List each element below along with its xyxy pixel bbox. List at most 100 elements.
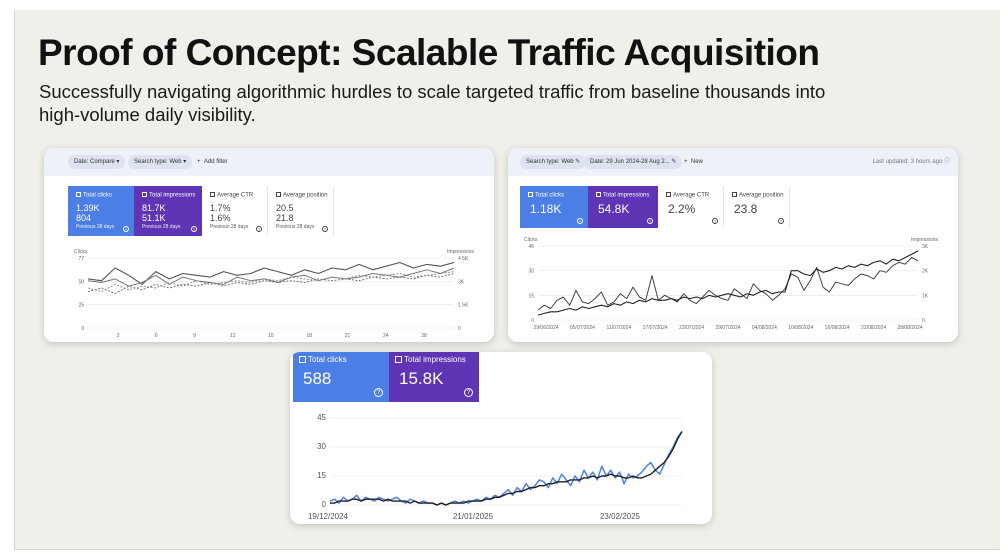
help-icon[interactable]: ? xyxy=(256,226,262,232)
help-icon[interactable]: ? xyxy=(374,388,383,397)
plus-icon: + xyxy=(197,159,201,165)
right-axis-title: Impressions xyxy=(911,237,938,243)
checkbox-icon xyxy=(666,192,671,197)
x-tick-label: 3 xyxy=(117,333,120,339)
y-tick-label: 77 xyxy=(78,256,84,262)
x-tick-label: 04/08/2024 xyxy=(752,325,777,331)
series-line-2 xyxy=(537,250,919,316)
y-right-tick-label: 3K xyxy=(458,279,465,285)
x-tick-label: 9 xyxy=(193,333,196,339)
help-icon[interactable]: ? xyxy=(577,218,583,224)
y-right-tick-label: 4.5K xyxy=(458,256,469,262)
x-tick-label: 28 xyxy=(421,333,427,339)
y-right-tick-label: 3K xyxy=(922,244,929,250)
tile-average-ctr[interactable]: Average CTR 2.2% ? xyxy=(658,186,724,228)
series-line-1 xyxy=(537,257,919,311)
y-tick-label: 0 xyxy=(322,500,327,509)
x-tick-label: 23/07/2024 xyxy=(679,325,704,331)
y-tick-label: 0 xyxy=(81,326,84,332)
x-tick-label: 29/06/2024 xyxy=(533,325,558,331)
tile-average-position[interactable]: Average position 20.5 21.8 Previous 28 d… xyxy=(268,186,334,236)
checkbox-icon xyxy=(210,192,215,197)
x-tick-label: 15 xyxy=(268,333,274,339)
checkbox-icon xyxy=(596,192,601,197)
x-tick-label: 11/07/2024 xyxy=(606,325,631,331)
filter-toolbar: Date: Compare ▾ Search type: Web ▾ + Add… xyxy=(44,148,494,176)
y-right-tick-label: 0 xyxy=(922,318,925,324)
x-tick-label: 21 xyxy=(345,333,351,339)
y-tick-label: 15 xyxy=(317,471,326,480)
series-line-1 xyxy=(329,431,683,506)
help-icon[interactable]: ? xyxy=(191,226,197,232)
help-icon[interactable]: ? xyxy=(712,218,718,224)
y-right-tick-label: 0 xyxy=(458,326,461,332)
x-tick-label: 18 xyxy=(306,333,312,339)
checkbox-icon xyxy=(276,192,281,197)
checkbox-icon xyxy=(395,355,402,363)
checkbox-icon xyxy=(299,355,306,363)
date-range-chip[interactable]: Date: 29 Jun 2024-28 Aug 2... ✎ xyxy=(584,155,683,169)
x-tick-label: 22/08/2024 xyxy=(861,325,886,331)
search-console-card-recent: Total clicks 588 ? Total impressions 15.… xyxy=(290,352,712,524)
checkbox-icon xyxy=(142,192,147,197)
help-icon[interactable]: ⓘ xyxy=(943,159,950,165)
help-icon[interactable]: ? xyxy=(464,388,473,397)
checkbox-icon xyxy=(528,192,533,197)
y-tick-label: 45 xyxy=(317,413,326,422)
left-axis-title: Clicks xyxy=(524,237,538,243)
left-axis-title: Clicks xyxy=(74,249,88,255)
tile-total-impressions[interactable]: Total impressions 15.8K ? xyxy=(389,352,479,402)
series-line-4 xyxy=(87,271,455,293)
help-icon[interactable]: ? xyxy=(647,218,653,224)
y-right-tick-label: 1K xyxy=(922,293,929,299)
x-tick-label: 05/07/2024 xyxy=(570,325,595,331)
y-right-tick-label: 1.5K xyxy=(458,303,469,309)
last-updated-text: Last updated: 3 hours ago ⓘ xyxy=(872,159,950,165)
x-tick-label: 24 xyxy=(383,333,389,339)
x-tick-label: 29/07/2024 xyxy=(715,325,740,331)
checkbox-icon xyxy=(732,192,737,197)
y-tick-label: 25 xyxy=(78,303,84,309)
help-icon[interactable]: ? xyxy=(322,226,328,232)
help-icon[interactable]: ? xyxy=(123,226,129,232)
chart-recent-growth: 45 30 15 0 19/12/2024 21/01/2025 23/02/2025 xyxy=(308,413,683,521)
search-type-chip[interactable]: Search type: Web ▾ xyxy=(128,155,193,169)
y-tick-label: 30 xyxy=(528,269,534,275)
search-console-card-compare: Date: Compare ▾ Search type: Web ▾ + Add… xyxy=(44,148,494,342)
y-tick-label: 30 xyxy=(317,442,326,451)
series-line-2 xyxy=(330,431,683,506)
x-tick-label: 6 xyxy=(155,333,158,339)
x-tick-label: 16/08/2024 xyxy=(825,325,850,331)
chart-compare-28-days: 77 50 25 0 4.5K 3K 1.5K 0 Clicks Impressions 3 6 9 12… xyxy=(74,249,475,339)
checkbox-icon xyxy=(76,192,81,197)
tile-total-impressions[interactable]: Total impressions 54.8K ? xyxy=(588,186,658,228)
tile-total-clicks[interactable]: Total clicks 1.18K ? xyxy=(520,186,588,228)
y-tick-label: 15 xyxy=(528,293,534,299)
chart-60-days: 45 30 15 0 3K 2K 1K 0 Clicks Impressions 29/06/202… xyxy=(524,237,939,331)
series-line-2 xyxy=(87,267,455,287)
right-axis-title: Impressions xyxy=(447,249,474,255)
x-tick-label: 10/08/2024 xyxy=(788,325,813,331)
search-type-chip[interactable]: Search type: Web ✎ xyxy=(520,155,587,169)
y-tick-label: 50 xyxy=(78,279,84,285)
y-tick-label: 0 xyxy=(531,318,534,324)
tile-average-ctr[interactable]: Average CTR 1.7% 1.6% Previous 28 days ? xyxy=(202,186,268,236)
date-compare-chip[interactable]: Date: Compare ▾ xyxy=(68,155,126,169)
add-filter-button[interactable]: + Add filter xyxy=(197,159,228,165)
slide-subtitle: Successfully navigating algorithmic hurd… xyxy=(39,81,826,125)
y-right-tick-label: 2K xyxy=(922,269,929,275)
x-tick-label: 12 xyxy=(230,333,236,339)
tile-total-clicks[interactable]: Total clicks 1.39K 804 Previous 28 days … xyxy=(68,186,134,236)
plus-icon: + xyxy=(684,159,688,165)
new-button[interactable]: + New xyxy=(684,159,703,165)
tile-average-position[interactable]: Average position 23.8 ? xyxy=(724,186,790,228)
x-tick-label: 17/07/2024 xyxy=(643,325,668,331)
x-tick-label: 21/01/2025 xyxy=(453,512,494,521)
x-tick-label: 23/02/2025 xyxy=(600,512,641,521)
x-tick-label: 19/12/2024 xyxy=(308,512,349,521)
tile-total-impressions[interactable]: Total impressions 81.7K 51.1K Previous 2… xyxy=(134,186,202,236)
x-tick-label: 28/08/2024 xyxy=(897,325,922,331)
slide-title: Proof of Concept: Scalable Traffic Acqui… xyxy=(38,32,820,73)
help-icon[interactable]: ? xyxy=(778,218,784,224)
tile-total-clicks[interactable]: Total clicks 588 ? xyxy=(293,352,389,402)
